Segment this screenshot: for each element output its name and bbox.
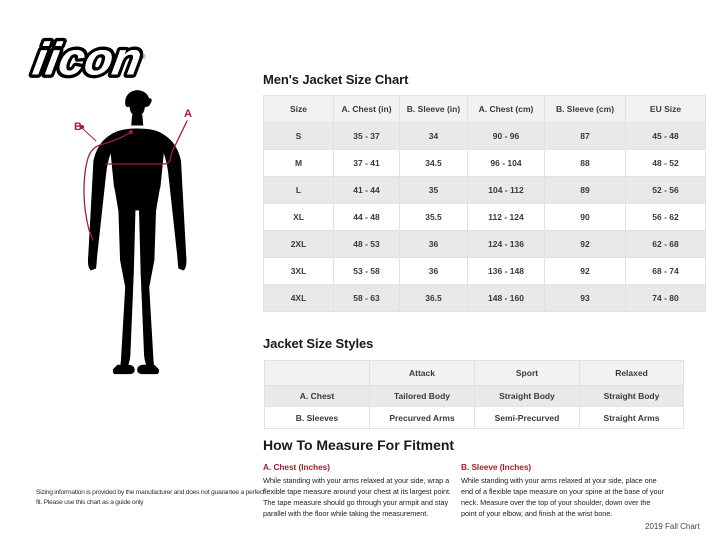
svg-text:B: B bbox=[74, 121, 82, 133]
svg-text:A: A bbox=[184, 108, 192, 120]
